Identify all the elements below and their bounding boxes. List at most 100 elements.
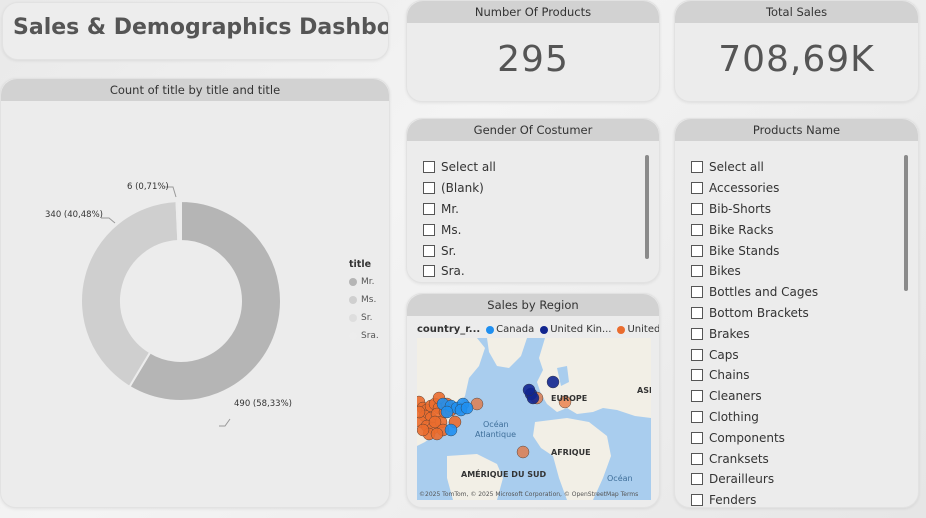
legend-label-canada[interactable]: Canada — [496, 324, 535, 335]
products-slicer-item-label: Fenders — [709, 493, 757, 508]
map-point[interactable] — [417, 405, 426, 419]
checkbox[interactable] — [691, 182, 703, 195]
gender-slicer-scrollbar[interactable] — [645, 155, 649, 259]
legend-dot — [349, 296, 357, 304]
checkbox[interactable] — [691, 369, 703, 382]
leader-line-sra — [165, 186, 177, 198]
products-slicer-item-label: Derailleurs — [709, 472, 775, 487]
map-point[interactable] — [460, 401, 474, 415]
checkbox[interactable] — [691, 161, 703, 174]
gender-slicer-card: Gender Of Costumer Select all (Blank) Mr. M… — [406, 118, 660, 283]
products-slicer-item-label: Cleaners — [709, 389, 762, 404]
donut-legend: title Mr. Ms. Sr. Sra. — [349, 259, 379, 345]
products-slicer-scrollbar[interactable] — [904, 155, 908, 291]
map-legend-title: country_r... — [417, 324, 481, 335]
products-count-value: 295 — [497, 39, 569, 80]
products-slicer-item[interactable]: Chains — [691, 365, 900, 386]
legend-label: Mr. — [361, 277, 375, 287]
gender-slicer-item[interactable]: Sr. — [423, 240, 641, 261]
products-slicer-item[interactable]: Bike Racks — [691, 219, 900, 240]
checkbox[interactable] — [423, 244, 435, 257]
products-slicer-item[interactable]: Bib-Shorts — [691, 199, 900, 220]
map-point[interactable] — [440, 405, 454, 419]
checkbox[interactable] — [691, 431, 703, 444]
products-slicer-item[interactable]: Bike Stands — [691, 240, 900, 261]
map-point[interactable] — [522, 383, 536, 397]
checkbox[interactable] — [691, 223, 703, 236]
checkbox[interactable] — [423, 182, 435, 195]
checkbox[interactable] — [691, 327, 703, 340]
checkbox[interactable] — [423, 223, 435, 236]
gender-slicer-item[interactable]: Ms. — [423, 219, 641, 240]
checkbox[interactable] — [691, 410, 703, 423]
sales-by-region-card: Sales by Region country_r... Canada Unit… — [406, 293, 660, 508]
products-slicer-item-label: Bottles and Cages — [709, 285, 819, 300]
map-point[interactable] — [417, 423, 430, 437]
title-card: Sales & Demographics Dashboard — [2, 2, 389, 60]
land-south-america — [447, 454, 503, 500]
products-slicer-item[interactable]: Select all — [691, 157, 900, 178]
checkbox[interactable] — [691, 244, 703, 257]
checkbox[interactable] — [691, 265, 703, 278]
checkbox[interactable] — [423, 202, 435, 215]
checkbox[interactable] — [691, 473, 703, 486]
products-slicer-item-label: Bike Racks — [709, 222, 774, 237]
checkbox[interactable] — [691, 348, 703, 361]
products-slicer-item[interactable]: Accessories — [691, 178, 900, 199]
gender-slicer-item-label: Sra. — [441, 264, 465, 279]
map-point[interactable] — [444, 423, 458, 437]
legend-dot-us — [617, 325, 626, 334]
products-slicer-item[interactable]: Cranksets — [691, 448, 900, 469]
checkbox[interactable] — [691, 452, 703, 465]
checkbox[interactable] — [691, 306, 703, 319]
legend-item[interactable]: Mr. — [349, 273, 379, 291]
products-slicer-item[interactable]: Bottom Brackets — [691, 303, 900, 324]
checkbox[interactable] — [691, 202, 703, 215]
products-slicer-item[interactable]: Clothing — [691, 407, 900, 428]
legend-dot-canada — [486, 325, 495, 334]
map-point[interactable] — [558, 395, 572, 409]
legend-item[interactable]: Sr. — [349, 309, 379, 327]
legend-label: Sr. — [361, 313, 373, 323]
products-slicer-item-label: Select all — [709, 160, 764, 175]
products-slicer-item[interactable]: Bottles and Cages — [691, 282, 900, 303]
gender-slicer-item[interactable]: Select all — [423, 157, 641, 178]
legend-item[interactable]: Sra. — [349, 327, 379, 345]
legend-item[interactable]: Ms. — [349, 291, 379, 309]
products-slicer-item[interactable]: Caps — [691, 344, 900, 365]
sales-map[interactable]: EUROPE ASI AFRIQUE AMÉRIQUE DU SUD Océan… — [417, 338, 651, 500]
total-sales-value: 708,69K — [718, 39, 875, 80]
map-point[interactable] — [546, 375, 560, 389]
donut-slice-sra[interactable] — [175, 199, 182, 243]
products-slicer-item[interactable]: Components — [691, 427, 900, 448]
map-point[interactable] — [516, 445, 530, 459]
checkbox[interactable] — [691, 494, 703, 507]
donut-slice-mr[interactable] — [128, 199, 282, 402]
checkbox[interactable] — [691, 390, 703, 403]
dashboard-title: Sales & Demographics Dashboard — [13, 15, 389, 40]
donut-chart[interactable] — [1, 101, 390, 508]
map-point[interactable] — [430, 427, 444, 441]
map-point[interactable] — [428, 415, 442, 429]
donut-chart-card: Count of title by title and title 490 (5… — [0, 78, 390, 508]
donut-slice-ms[interactable] — [80, 200, 180, 389]
gender-slicer-item[interactable]: Mr. — [423, 199, 641, 220]
products-slicer-item[interactable]: Cleaners — [691, 386, 900, 407]
sales-by-region-header: Sales by Region — [407, 294, 659, 316]
gender-slicer-item-label: Ms. — [441, 222, 462, 237]
map-label-ocean-2: Océan — [607, 474, 633, 483]
products-slicer-item[interactable]: Derailleurs — [691, 469, 900, 490]
gender-slicer-item[interactable]: (Blank) — [423, 178, 641, 199]
legend-label-uk[interactable]: United Kin... — [550, 324, 612, 335]
checkbox[interactable] — [423, 265, 435, 278]
gender-slicer-item[interactable]: Sra. — [423, 261, 641, 282]
legend-label-us[interactable]: United States — [627, 324, 660, 335]
map-label-ocean-atlantic-1: Océan — [483, 420, 509, 429]
products-slicer-item[interactable]: Bikes — [691, 261, 900, 282]
products-slicer-item[interactable]: Fenders — [691, 490, 900, 508]
checkbox[interactable] — [691, 286, 703, 299]
checkbox[interactable] — [423, 161, 435, 174]
products-slicer-item[interactable]: Brakes — [691, 323, 900, 344]
legend-dot — [349, 332, 357, 340]
map-label-asia: ASI — [637, 386, 651, 395]
